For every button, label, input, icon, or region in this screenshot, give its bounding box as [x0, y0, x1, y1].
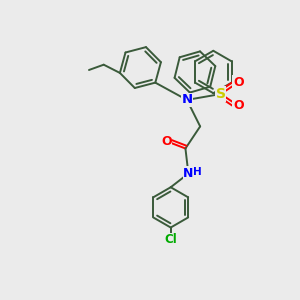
Text: N: N	[183, 167, 194, 180]
Text: Cl: Cl	[164, 233, 177, 246]
Text: O: O	[161, 135, 172, 148]
Text: O: O	[233, 99, 244, 112]
Text: S: S	[216, 87, 226, 101]
Text: N: N	[181, 93, 193, 106]
Text: H: H	[194, 167, 202, 177]
Text: O: O	[233, 76, 244, 89]
